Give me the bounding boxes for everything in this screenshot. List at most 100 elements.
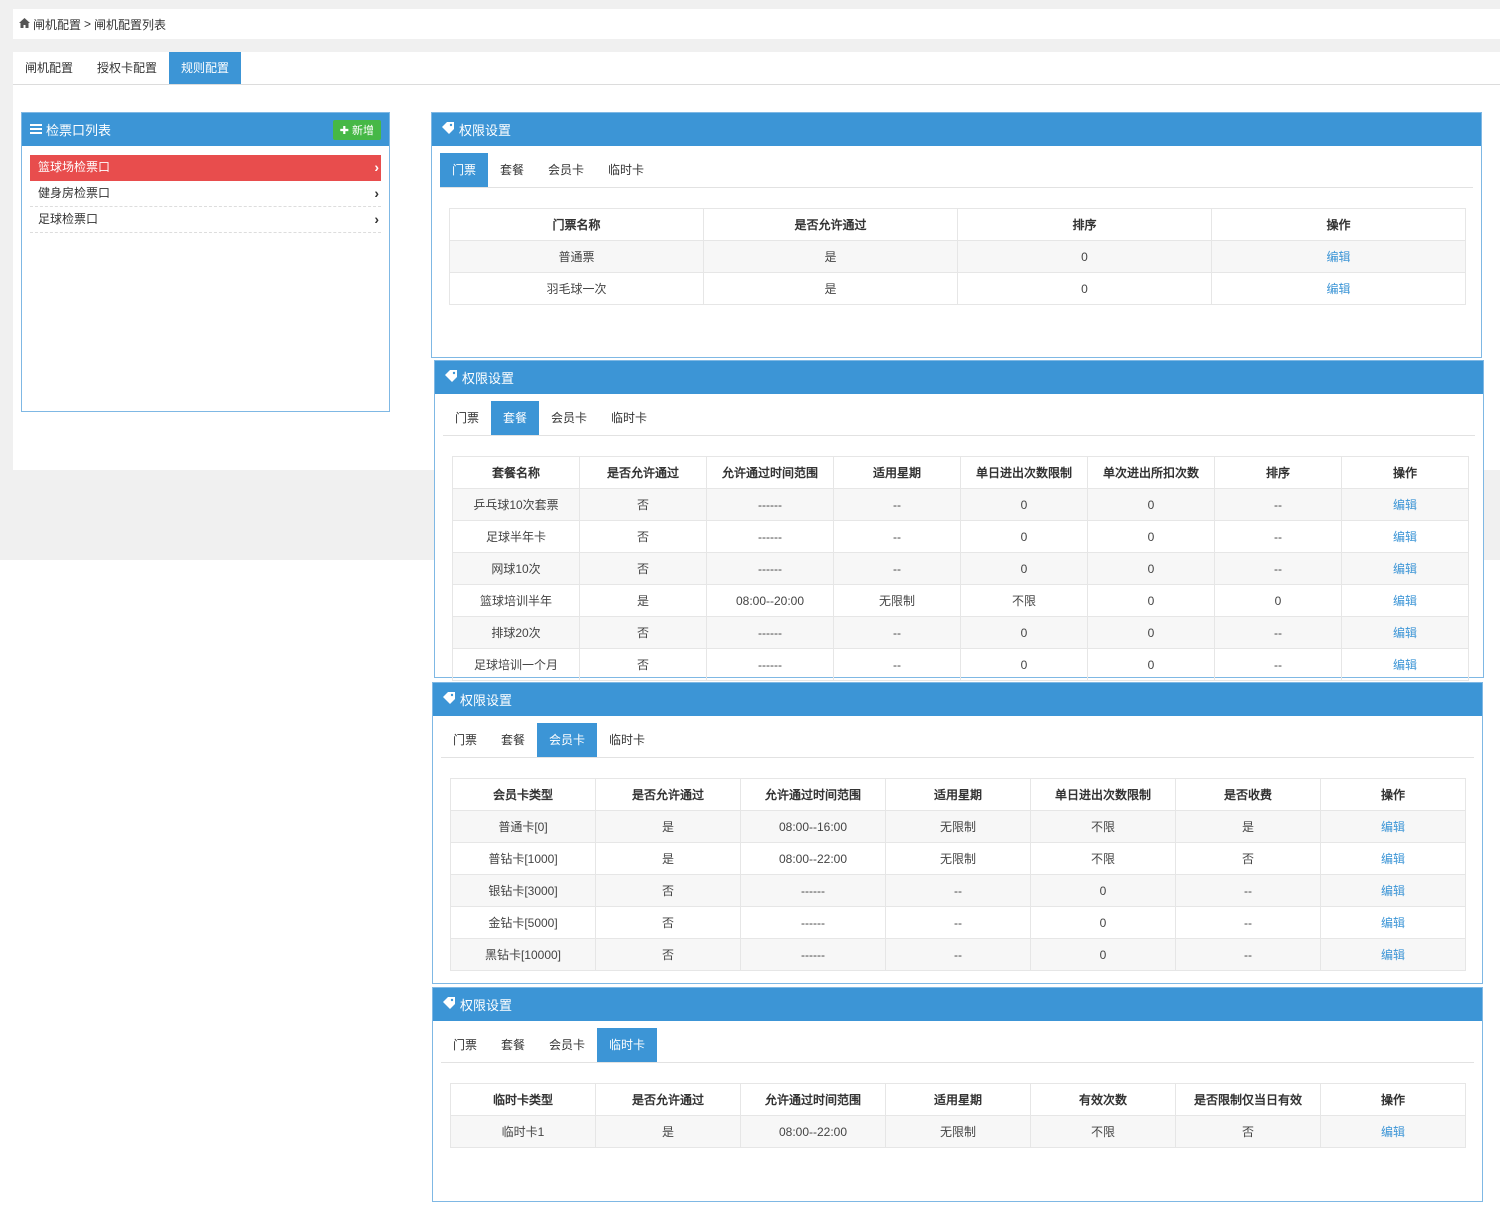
table-cell: 否: [1175, 842, 1321, 875]
tab-temp-card[interactable]: 临时卡: [608, 163, 645, 177]
table-cell: 0: [960, 648, 1088, 681]
table-cell: 无限制: [885, 1115, 1031, 1148]
plus-icon: ✚: [339, 124, 349, 137]
edit-link[interactable]: 编辑: [1380, 948, 1405, 962]
tab-temp-card[interactable]: 临时卡: [609, 733, 646, 747]
edit-link[interactable]: 编辑: [1380, 1125, 1405, 1139]
table-cell: ------: [706, 648, 834, 681]
tab-auth-card-config[interactable]: 授权卡配置: [97, 61, 158, 75]
tab-package[interactable]: 套餐: [500, 163, 525, 177]
column-header: 会员卡类型: [450, 778, 596, 811]
tab-ticket[interactable]: 门票: [455, 411, 480, 425]
action-cell: 编辑: [1341, 488, 1469, 521]
column-header: 是否允许通过: [579, 456, 707, 489]
ticket-gate-list-header: 检票口列表 ✚ 新增: [22, 113, 389, 146]
tab-membership[interactable]: 会员卡: [549, 1038, 586, 1052]
permission-panel-title: 权限设置: [460, 693, 513, 708]
table-row: 网球10次否 ------ -- 0 0 -- 编辑: [452, 552, 1469, 585]
gate-item-basketball[interactable]: 篮球场检票口 ›: [30, 155, 381, 181]
tab-ticket[interactable]: 门票: [453, 733, 478, 747]
table-cell: 0: [1030, 906, 1176, 939]
table-cell: 普通卡[0]: [450, 810, 596, 843]
tab-temp-card[interactable]: 临时卡: [597, 1028, 658, 1062]
column-header: 单次进出所扣次数: [1087, 456, 1215, 489]
table-cell: 否: [579, 488, 707, 521]
table-cell: 不限: [1030, 1115, 1176, 1148]
tab-package[interactable]: 套餐: [491, 401, 540, 435]
tab-membership[interactable]: 会员卡: [537, 723, 598, 757]
column-header: 适用星期: [885, 1083, 1031, 1116]
table-cell: ------: [740, 874, 886, 907]
table-cell: 08:00--16:00: [740, 810, 886, 843]
edit-link[interactable]: 编辑: [1392, 658, 1417, 672]
gate-item-football[interactable]: 足球检票口 ›: [30, 207, 381, 233]
table-cell: 0: [957, 272, 1212, 305]
table-cell: 乒乓球10次套票: [452, 488, 580, 521]
table-cell: 否: [579, 648, 707, 681]
table-cell: 0: [1087, 552, 1215, 585]
tab-ticket[interactable]: 门票: [440, 153, 489, 187]
permission-panel-header: 权限设置: [433, 683, 1482, 716]
permission-panel-header: 权限设置: [432, 113, 1481, 146]
table-cell: 0: [960, 520, 1088, 553]
edit-link[interactable]: 编辑: [1392, 562, 1417, 576]
table-cell: 0: [1087, 616, 1215, 649]
breadcrumb-home[interactable]: 闸机配置: [33, 17, 82, 32]
edit-link[interactable]: 编辑: [1380, 820, 1405, 834]
table-row: 临时卡1 是 08:00--22:00 无限制 不限否 编辑: [450, 1115, 1466, 1148]
table-cell: 排球20次: [452, 616, 580, 649]
ticket-gate-list-title: 检票口列表: [46, 123, 112, 138]
column-header: 排序: [1214, 456, 1342, 489]
table-cell: --: [885, 906, 1031, 939]
tab-package[interactable]: 套餐: [501, 733, 526, 747]
table-cell: --: [1214, 616, 1342, 649]
table-cell: 网球10次: [452, 552, 580, 585]
add-gate-button[interactable]: ✚ 新增: [332, 119, 381, 140]
action-cell: 编辑: [1341, 616, 1469, 649]
permission-table: 临时卡类型 是否允许通过 允许通过时间范围 适用星期 有效次数 是否限制仅当日有效 操作 临时…: [450, 1083, 1466, 1148]
permission-table: 套餐名称 是否允许通过 允许通过时间范围 适用星期 单日进出次数限制 单次进出所扣次数 排序…: [452, 456, 1469, 681]
table-cell: 08:00--22:00: [740, 1115, 886, 1148]
tab-package[interactable]: 套餐: [501, 1038, 526, 1052]
table-cell: --: [833, 552, 961, 585]
table-row: 足球半年卡否 ------ -- 0 0 -- 编辑: [452, 520, 1469, 553]
column-header: 门票名称: [449, 208, 704, 241]
table-row: 普通卡[0] 是 08:00--16:00 无限制 不限是编辑: [450, 810, 1466, 843]
table-cell: --: [833, 648, 961, 681]
edit-link[interactable]: 编辑: [1392, 530, 1417, 544]
tab-ticket[interactable]: 门票: [453, 1038, 478, 1052]
tab-gate-config[interactable]: 闸机配置: [25, 61, 74, 75]
table-cell: 08:00--22:00: [740, 842, 886, 875]
edit-link[interactable]: 编辑: [1380, 884, 1405, 898]
gate-item-label: 健身房检票口: [38, 186, 111, 200]
column-header: 是否收费: [1175, 778, 1321, 811]
permission-tab-bar: 门票 套餐 会员卡 临时卡: [440, 153, 1473, 188]
table-cell: 否: [595, 874, 741, 907]
ticket-gate-list: 篮球场检票口 › 健身房检票口 › 足球检票口 ›: [30, 155, 381, 233]
tab-rule-config[interactable]: 规则配置: [169, 52, 242, 84]
column-header: 有效次数: [1030, 1083, 1176, 1116]
column-header: 适用星期: [833, 456, 961, 489]
tag-icon: [443, 692, 455, 707]
column-header: 操作: [1341, 456, 1469, 489]
edit-link[interactable]: 编辑: [1380, 852, 1405, 866]
edit-link[interactable]: 编辑: [1392, 498, 1417, 512]
table-header-row: 会员卡类型 是否允许通过 允许通过时间范围 适用星期 单日进出次数限制 是否收费 操作: [450, 778, 1466, 811]
permission-panel-header: 权限设置: [435, 361, 1483, 394]
edit-link[interactable]: 编辑: [1326, 250, 1351, 264]
tab-membership[interactable]: 会员卡: [551, 411, 588, 425]
edit-link[interactable]: 编辑: [1380, 916, 1405, 930]
ticket-gate-list-panel: 检票口列表 ✚ 新增 篮球场检票口 › 健身房检票口 › 足球检票口 ›: [21, 112, 390, 412]
gate-item-label: 篮球场检票口: [38, 160, 111, 174]
gate-item-gym[interactable]: 健身房检票口 ›: [30, 181, 381, 207]
tab-temp-card[interactable]: 临时卡: [611, 411, 648, 425]
tab-membership[interactable]: 会员卡: [548, 163, 585, 177]
edit-link[interactable]: 编辑: [1326, 282, 1351, 296]
column-header: 允许通过时间范围: [740, 1083, 886, 1116]
edit-link[interactable]: 编辑: [1392, 594, 1417, 608]
table-header-row: 临时卡类型 是否允许通过 允许通过时间范围 适用星期 有效次数 是否限制仅当日有效 操作: [450, 1083, 1466, 1116]
table-cell: 0: [1030, 938, 1176, 971]
permission-panel-ticket: 权限设置 门票 套餐 会员卡 临时卡 门票名称 是否允许通过 排序 操作 普通票是 0 编辑 羽毛球一次…: [431, 112, 1482, 358]
column-header: 操作: [1320, 1083, 1466, 1116]
edit-link[interactable]: 编辑: [1392, 626, 1417, 640]
